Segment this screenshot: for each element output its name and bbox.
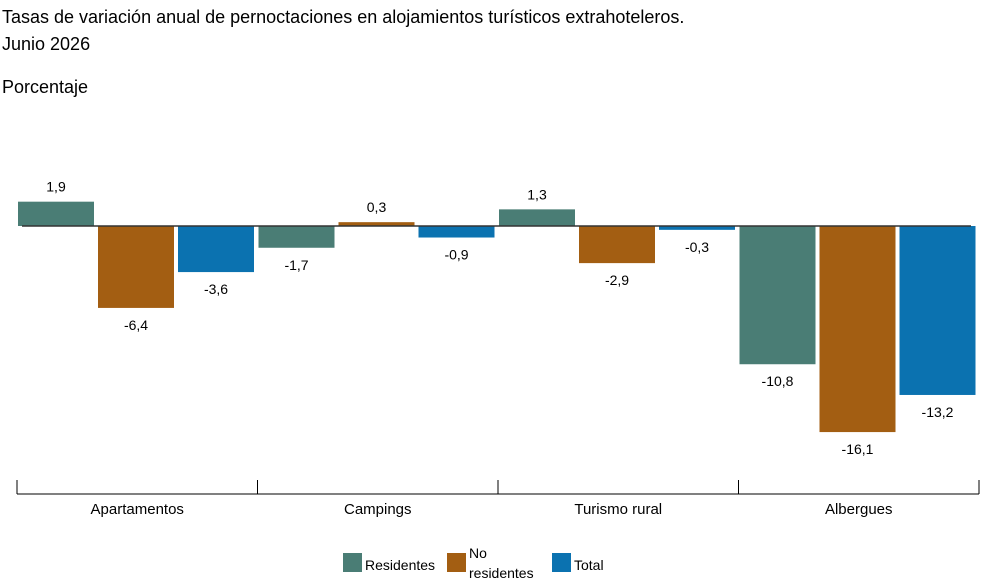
chart-title: Tasas de variación anual de pernoctacion…	[2, 4, 684, 58]
title-line-1: Tasas de variación anual de pernoctacion…	[2, 7, 685, 27]
data-label-campings-residentes: -1,7	[284, 257, 308, 273]
bar-campings-no-residentes	[338, 222, 415, 226]
legend-label-residentes: Residentes	[365, 557, 436, 573]
data-label-albergues-no-residentes: -16,1	[842, 441, 874, 457]
category-label-turismo-rural: Turismo rural	[574, 501, 662, 518]
data-label-albergues-total: -13,2	[922, 404, 954, 420]
legend-label-no-residentes: No residentes	[469, 545, 534, 581]
bar-campings-total	[418, 226, 495, 238]
bar-apartamentos-no-residentes	[98, 226, 174, 308]
bar-albergues-no-residentes	[819, 226, 896, 433]
bar-albergues-residentes	[739, 226, 816, 365]
bar-apartamentos-residentes	[18, 201, 94, 226]
legend-swatch-total	[552, 553, 571, 572]
legend-label-total: Total	[574, 557, 604, 573]
data-label-campings-no-residentes: 0,3	[367, 199, 387, 215]
bar-turismo-rural-residentes	[499, 209, 575, 226]
category-label-albergues: Albergues	[825, 501, 893, 518]
legend-swatch-residentes	[343, 553, 362, 572]
title-line-2: Junio 2026	[2, 34, 91, 54]
bar-albergues-total	[899, 226, 976, 395]
data-label-albergues-residentes: -10,8	[762, 373, 794, 389]
data-label-apartamentos-total: -3,6	[204, 281, 228, 297]
unit-label: Porcentaje	[2, 77, 89, 97]
data-label-apartamentos-no-residentes: -6,4	[124, 317, 148, 333]
legend: Residentes No residentes Total	[343, 543, 643, 585]
category-label-campings: Campings	[344, 501, 412, 518]
data-label-turismo-rural-total: -0,3	[685, 239, 709, 255]
data-label-apartamentos-residentes: 1,9	[46, 179, 66, 195]
bar-turismo-rural-total	[659, 226, 735, 230]
data-label-turismo-rural-no-residentes: -2,9	[605, 272, 629, 288]
bar-apartamentos-total	[178, 226, 254, 273]
data-label-turismo-rural-residentes: 1,3	[527, 186, 547, 202]
legend-swatch-no-residentes	[447, 553, 466, 572]
data-label-campings-total: -0,9	[444, 247, 468, 263]
bar-campings-residentes	[258, 226, 335, 248]
category-label-apartamentos: Apartamentos	[91, 501, 184, 518]
bar-turismo-rural-no-residentes	[579, 226, 655, 264]
